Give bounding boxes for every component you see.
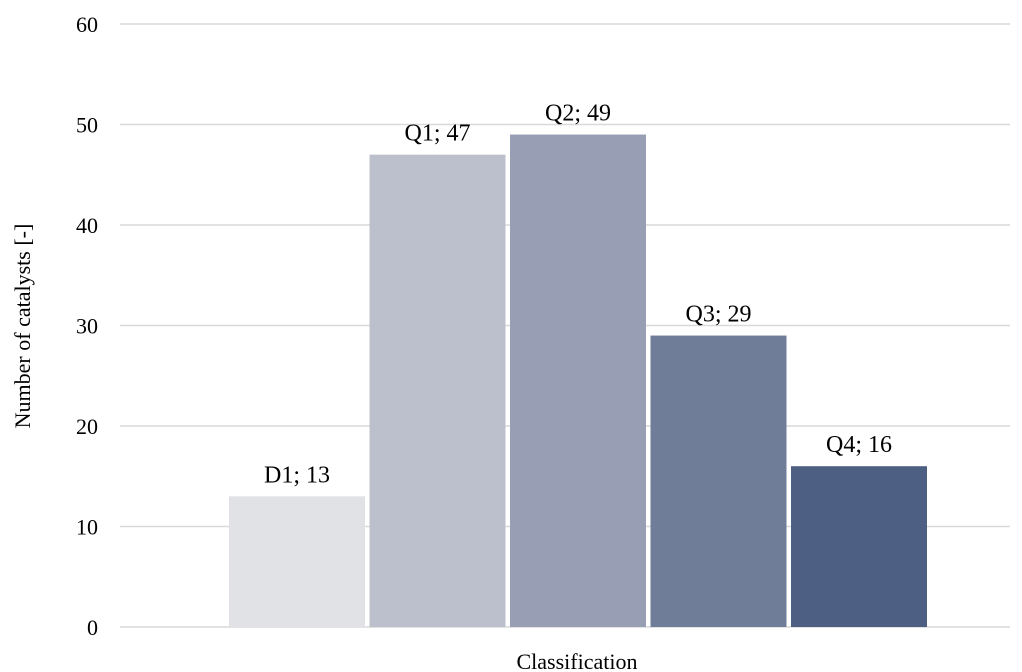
bar-q4 bbox=[791, 466, 927, 627]
y-tick-label: 20 bbox=[76, 414, 98, 439]
y-axis-title: Number of catalysts [-] bbox=[10, 224, 35, 429]
bar-d1 bbox=[229, 496, 365, 627]
bars bbox=[229, 134, 927, 628]
bar-q2 bbox=[510, 134, 646, 628]
data-label-q1: Q1; 47 bbox=[405, 121, 471, 147]
x-axis-title: Classification bbox=[517, 649, 638, 672]
data-label-q2: Q2; 49 bbox=[545, 101, 611, 127]
y-tick-label: 40 bbox=[76, 213, 98, 238]
data-label-q4: Q4; 16 bbox=[826, 432, 892, 458]
data-labels: D1; 13 Q1; 47 Q2; 49 Q3; 29 Q4; 16 bbox=[264, 101, 892, 489]
y-tick-label: 10 bbox=[76, 515, 98, 540]
y-tick-label: 0 bbox=[87, 615, 98, 640]
y-tick-labels: 0 10 20 30 40 50 60 bbox=[76, 12, 98, 640]
y-tick-label: 30 bbox=[76, 314, 98, 339]
y-tick-label: 60 bbox=[76, 12, 98, 37]
bar-q3 bbox=[650, 335, 787, 627]
data-label-d1: D1; 13 bbox=[264, 462, 330, 488]
data-label-q3: Q3; 29 bbox=[686, 302, 752, 328]
bar-q1 bbox=[369, 154, 506, 627]
y-tick-label: 50 bbox=[76, 113, 98, 138]
